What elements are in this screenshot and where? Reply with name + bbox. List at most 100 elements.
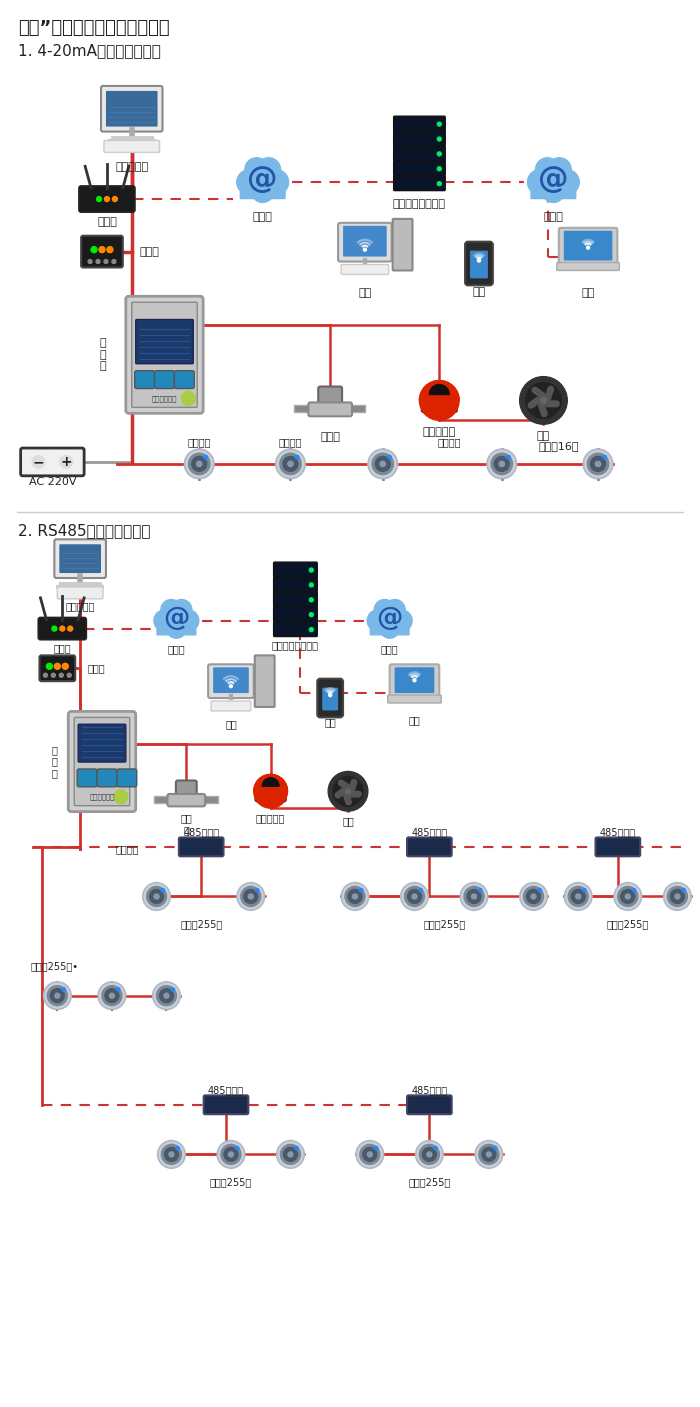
- Circle shape: [341, 882, 369, 910]
- Circle shape: [51, 673, 55, 677]
- Circle shape: [494, 1147, 497, 1150]
- FancyBboxPatch shape: [79, 186, 134, 212]
- FancyArrowPatch shape: [548, 390, 551, 398]
- Circle shape: [230, 685, 232, 688]
- Text: 互联网: 互联网: [543, 212, 564, 222]
- FancyBboxPatch shape: [370, 616, 409, 635]
- Circle shape: [237, 882, 265, 910]
- FancyBboxPatch shape: [132, 303, 197, 408]
- FancyBboxPatch shape: [204, 1096, 248, 1114]
- Circle shape: [591, 456, 606, 471]
- Circle shape: [664, 882, 692, 910]
- Circle shape: [554, 170, 580, 194]
- Circle shape: [237, 170, 262, 194]
- Circle shape: [346, 789, 351, 794]
- Circle shape: [526, 889, 540, 903]
- Circle shape: [413, 678, 416, 681]
- Text: 电磁阀: 电磁阀: [320, 432, 340, 442]
- Circle shape: [360, 889, 363, 892]
- Circle shape: [288, 461, 293, 467]
- Circle shape: [288, 1152, 293, 1157]
- Circle shape: [621, 889, 635, 903]
- FancyBboxPatch shape: [74, 718, 130, 806]
- Text: 可连接255台: 可连接255台: [210, 1178, 252, 1188]
- FancyArrowPatch shape: [541, 405, 545, 414]
- Circle shape: [384, 599, 405, 620]
- Text: 声光报警器: 声光报警器: [423, 428, 456, 438]
- FancyBboxPatch shape: [343, 225, 386, 256]
- Circle shape: [360, 1144, 380, 1165]
- Circle shape: [248, 893, 253, 899]
- Circle shape: [587, 453, 609, 474]
- Text: 转换器: 转换器: [87, 663, 105, 674]
- FancyBboxPatch shape: [55, 539, 106, 578]
- FancyBboxPatch shape: [117, 770, 136, 787]
- Circle shape: [682, 889, 685, 892]
- Text: @: @: [247, 165, 278, 194]
- Circle shape: [531, 893, 536, 899]
- Circle shape: [43, 673, 48, 677]
- Text: 互联网: 互联网: [167, 644, 186, 654]
- Circle shape: [295, 1147, 298, 1150]
- Circle shape: [309, 582, 314, 587]
- Circle shape: [538, 889, 541, 892]
- Circle shape: [105, 989, 119, 1003]
- Circle shape: [160, 989, 174, 1003]
- Circle shape: [333, 777, 363, 806]
- Circle shape: [217, 1141, 245, 1168]
- Circle shape: [434, 1147, 438, 1150]
- Circle shape: [46, 663, 52, 670]
- Circle shape: [422, 1148, 436, 1161]
- Text: 通
讯
线: 通 讯 线: [51, 744, 57, 778]
- Circle shape: [667, 886, 687, 906]
- Circle shape: [104, 259, 108, 263]
- Circle shape: [45, 983, 69, 1007]
- Circle shape: [157, 986, 176, 1006]
- Circle shape: [537, 162, 570, 194]
- Text: 485中继器: 485中继器: [412, 1085, 447, 1095]
- Circle shape: [162, 1144, 181, 1165]
- Wedge shape: [254, 774, 288, 791]
- FancyBboxPatch shape: [393, 176, 445, 190]
- Circle shape: [438, 122, 441, 127]
- Circle shape: [88, 259, 92, 263]
- FancyBboxPatch shape: [317, 678, 343, 718]
- Circle shape: [547, 158, 571, 182]
- Circle shape: [309, 628, 314, 632]
- FancyBboxPatch shape: [274, 622, 317, 636]
- Circle shape: [60, 673, 63, 677]
- FancyBboxPatch shape: [564, 231, 612, 260]
- Circle shape: [400, 882, 428, 910]
- Text: 单机版电脑: 单机版电脑: [116, 162, 148, 172]
- Circle shape: [154, 983, 178, 1007]
- Circle shape: [116, 988, 120, 991]
- Text: 手机: 手机: [324, 716, 336, 727]
- Wedge shape: [419, 380, 459, 401]
- Text: 路由器: 路由器: [97, 217, 117, 227]
- Circle shape: [615, 884, 640, 909]
- FancyArrowPatch shape: [341, 782, 346, 787]
- Circle shape: [176, 1147, 179, 1150]
- Circle shape: [585, 450, 611, 477]
- FancyBboxPatch shape: [322, 688, 338, 711]
- FancyBboxPatch shape: [60, 545, 101, 573]
- Circle shape: [438, 167, 441, 170]
- Text: 安帕尔网络服务器: 安帕尔网络服务器: [393, 198, 446, 210]
- Circle shape: [486, 1152, 491, 1157]
- Circle shape: [419, 889, 422, 892]
- Circle shape: [284, 1148, 298, 1161]
- Text: 风机: 风机: [537, 431, 550, 442]
- Circle shape: [479, 1144, 499, 1165]
- Circle shape: [416, 1141, 443, 1168]
- Text: 转换器: 转换器: [140, 246, 160, 256]
- Circle shape: [419, 1144, 440, 1165]
- FancyBboxPatch shape: [338, 222, 392, 262]
- Text: 电脑: 电脑: [225, 719, 237, 729]
- Circle shape: [462, 884, 486, 909]
- Circle shape: [244, 889, 258, 903]
- FancyBboxPatch shape: [81, 236, 122, 267]
- Circle shape: [113, 197, 118, 201]
- Circle shape: [368, 1152, 372, 1157]
- Wedge shape: [262, 778, 279, 787]
- Circle shape: [542, 180, 565, 203]
